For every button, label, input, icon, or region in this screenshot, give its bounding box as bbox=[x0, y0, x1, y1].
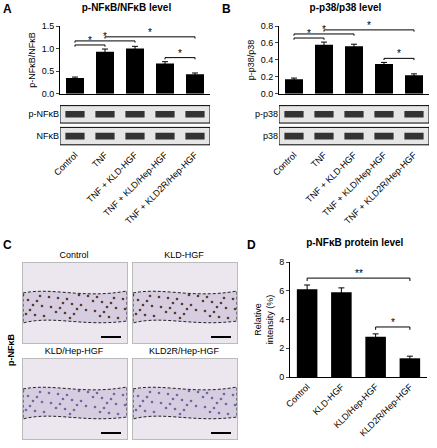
html-text:B: B bbox=[222, 2, 231, 16]
svg-text:*: * bbox=[397, 48, 401, 59]
html-text:D: D bbox=[247, 238, 256, 252]
svg-text:*: * bbox=[148, 27, 152, 38]
svg-text:Control: Control bbox=[271, 150, 299, 178]
svg-text:p-NFκB protein level: p-NFκB protein level bbox=[306, 237, 403, 248]
svg-text:*: * bbox=[391, 317, 395, 328]
svg-text:TNF + KLD2R/Hep-HGF: TNF + KLD2R/Hep-HGF bbox=[123, 150, 200, 227]
svg-text:*: * bbox=[367, 20, 371, 31]
svg-text:*: * bbox=[307, 28, 311, 39]
html-text:p-NFκB: p-NFκB bbox=[6, 334, 16, 366]
svg-text:TNF + KLD2R/Hep-HGF: TNF + KLD2R/Hep-HGF bbox=[342, 150, 419, 227]
svg-text:0.8: 0.8 bbox=[261, 21, 274, 31]
html-text:KLD2R/Hep-HGF: KLD2R/Hep-HGF bbox=[149, 346, 219, 356]
svg-text:TNF + KLD-HGF: TNF + KLD-HGF bbox=[304, 150, 359, 205]
svg-text:0.5: 0.5 bbox=[42, 66, 55, 76]
svg-text:TNF: TNF bbox=[309, 150, 329, 170]
html-text:KLD/Hep-HGF: KLD/Hep-HGF bbox=[44, 346, 104, 356]
svg-text:8: 8 bbox=[279, 257, 284, 267]
svg-text:0: 0 bbox=[279, 372, 284, 382]
svg-text:Control: Control bbox=[52, 150, 80, 178]
svg-text:p-p38/p38 level: p-p38/p38 level bbox=[310, 2, 382, 13]
svg-text:TNF + KLD/Hep-HGF: TNF + KLD/Hep-HGF bbox=[102, 150, 170, 218]
svg-text:2: 2 bbox=[279, 343, 284, 353]
svg-text:p-NFκB: p-NFκB bbox=[28, 109, 59, 119]
svg-text:**: ** bbox=[355, 268, 363, 279]
html-text:C: C bbox=[3, 238, 12, 252]
svg-text:4: 4 bbox=[279, 315, 284, 325]
svg-text:0.4: 0.4 bbox=[261, 55, 274, 65]
svg-text:*: * bbox=[88, 35, 92, 46]
html-text:A: A bbox=[3, 2, 12, 16]
svg-text:p-p38/p38: p-p38/p38 bbox=[246, 40, 256, 81]
svg-text:KLD/Hep-HGF: KLD/Hep-HGF bbox=[332, 381, 381, 430]
svg-text:NFκB: NFκB bbox=[37, 131, 60, 141]
svg-text:KLD-HGF: KLD-HGF bbox=[311, 381, 346, 416]
svg-text:1.5: 1.5 bbox=[42, 21, 55, 31]
svg-text:0.0: 0.0 bbox=[261, 89, 274, 99]
svg-text:*: * bbox=[178, 48, 182, 59]
svg-text:KLD2R/Hep-HGF: KLD2R/Hep-HGF bbox=[358, 381, 415, 438]
svg-text:0.0: 0.0 bbox=[42, 89, 55, 99]
svg-text:p-NFκB/NFκB level: p-NFκB/NFκB level bbox=[82, 2, 172, 13]
svg-text:TNF + KLD-HGF: TNF + KLD-HGF bbox=[85, 150, 140, 205]
svg-text:TNF: TNF bbox=[90, 150, 110, 170]
svg-text:0.2: 0.2 bbox=[261, 72, 274, 82]
svg-text:*: * bbox=[322, 24, 326, 35]
svg-text:p-p38: p-p38 bbox=[255, 109, 278, 119]
svg-text:1.0: 1.0 bbox=[42, 44, 55, 54]
svg-text:*: * bbox=[103, 31, 107, 42]
html-text:KLD-HGF: KLD-HGF bbox=[164, 250, 204, 260]
svg-text:6: 6 bbox=[279, 286, 284, 296]
svg-text:Control: Control bbox=[284, 382, 312, 410]
svg-text:p-NFκB/NFκB: p-NFκB/NFκB bbox=[27, 32, 37, 88]
html-text:Control: Control bbox=[59, 250, 89, 260]
svg-text:p38: p38 bbox=[263, 131, 278, 141]
svg-text:0.6: 0.6 bbox=[261, 38, 274, 48]
svg-text:TNF + KLD/Hep-HGF: TNF + KLD/Hep-HGF bbox=[321, 150, 389, 218]
svg-text:Relativeintensity (%): Relativeintensity (%) bbox=[253, 295, 275, 345]
